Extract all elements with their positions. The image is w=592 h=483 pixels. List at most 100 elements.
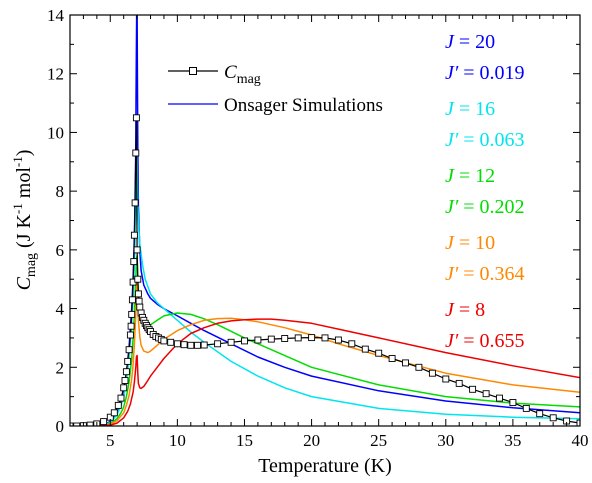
x-tick-label: 5 <box>106 431 115 450</box>
measured-point <box>86 421 94 426</box>
measured-point <box>134 290 142 298</box>
annotation-jprime-0: J′ = 0.019 <box>445 62 525 84</box>
measured-point <box>415 363 423 371</box>
measured-point <box>428 369 436 377</box>
measured-point <box>348 340 356 348</box>
measured-point <box>214 340 222 348</box>
simulation-line-3 <box>70 281 580 426</box>
annotation-jprime-1: J′ = 0.063 <box>445 129 525 151</box>
annotation-j-3: J = 10 <box>445 232 495 254</box>
measured-point <box>130 258 138 266</box>
parameter-annotations: J = 20 J′ = 0.019 J = 16 J′ = 0.063 J = 12 J′… <box>445 31 525 352</box>
annotation-j-1: J = 16 <box>445 98 495 120</box>
y-tick-label: 2 <box>56 358 65 377</box>
legend-marker-measured <box>189 67 197 75</box>
measured-point <box>241 337 248 345</box>
measured-point <box>455 379 463 387</box>
y-tick-label: 6 <box>56 241 65 260</box>
measured-point <box>375 349 383 357</box>
y-tick-label: 8 <box>56 182 65 201</box>
measured-point <box>128 310 136 318</box>
measured-point <box>402 359 409 367</box>
annotation-jprime-2: J′ = 0.202 <box>445 196 525 218</box>
annotation-j-4: J = 8 <box>445 299 485 321</box>
legend-label-measured: Cmag <box>224 62 261 87</box>
y-tick-label: 14 <box>47 6 65 25</box>
x-tick-label: 10 <box>169 431 186 450</box>
measured-point <box>70 422 74 426</box>
measured-point <box>121 377 129 384</box>
x-tick-label: 30 <box>437 431 454 450</box>
measured-point <box>124 357 132 365</box>
x-tick-label: 25 <box>370 431 387 450</box>
measured-point <box>173 340 181 348</box>
measured-point <box>509 399 517 406</box>
annotation-j-0: J = 20 <box>445 31 495 53</box>
measured-point <box>308 334 316 342</box>
measured-point <box>482 390 490 398</box>
legend: Cmag Onsager Simulations <box>168 62 383 116</box>
measured-point <box>100 418 108 426</box>
measured-point <box>442 375 450 383</box>
x-tick-label: 20 <box>303 431 320 450</box>
measured-point <box>361 345 369 353</box>
measured-point <box>120 384 128 392</box>
measured-point <box>135 297 143 305</box>
measured-point <box>180 341 188 349</box>
x-axis-title: Temperature (K) <box>258 455 392 477</box>
measured-point <box>167 338 175 346</box>
measured-point <box>388 355 396 362</box>
y-tick-label: 4 <box>56 300 65 319</box>
measured-point <box>122 368 130 376</box>
legend-label-simulations: Onsager Simulations <box>224 95 383 116</box>
measured-point <box>321 334 329 342</box>
measured-point <box>130 231 138 239</box>
measured-point <box>576 419 580 426</box>
measured-point <box>549 414 557 422</box>
measured-point <box>110 409 118 417</box>
measured-point <box>127 322 135 330</box>
measured-point <box>281 335 289 342</box>
simulation-line-4 <box>70 318 580 426</box>
x-tick-label: 15 <box>236 431 253 450</box>
y-axis-ticks: 0 2 4 6 8 10 12 14 <box>47 6 580 436</box>
measured-point <box>126 331 134 339</box>
measured-point <box>125 346 133 354</box>
measured-point <box>160 337 168 345</box>
annotation-jprime-4: J′ = 0.655 <box>445 330 525 352</box>
measured-point <box>136 303 144 311</box>
annotation-jprime-3: J′ = 0.364 <box>445 263 525 285</box>
measured-series <box>70 114 580 426</box>
measured-point <box>194 341 201 349</box>
x-tick-label: 35 <box>504 431 521 450</box>
y-tick-label: 0 <box>56 417 65 436</box>
measured-point <box>114 401 122 409</box>
legend-entry-simulations: Onsager Simulations <box>168 95 383 116</box>
y-tick-label: 12 <box>47 65 64 84</box>
measured-point <box>134 275 142 283</box>
annotation-j-2: J = 12 <box>445 165 495 187</box>
measured-point <box>227 338 235 346</box>
measured-point <box>131 199 139 207</box>
measured-point <box>254 336 262 344</box>
x-tick-label: 40 <box>572 431 589 450</box>
measured-point <box>128 296 136 304</box>
measured-point <box>496 394 503 402</box>
x-axis-ticks: 5 10 15 20 25 30 35 40 <box>69 15 589 450</box>
measured-point <box>334 336 342 344</box>
measured-point <box>187 341 195 349</box>
y-tick-label: 10 <box>47 123 64 142</box>
measured-point <box>536 410 544 418</box>
measured-point <box>117 394 125 402</box>
measured-point <box>133 246 141 254</box>
legend-entry-measured: Cmag <box>168 62 261 87</box>
measured-point <box>294 334 302 342</box>
y-axis-title: Cmag (J K-1 mol-1) <box>10 150 39 291</box>
measured-point <box>73 422 81 426</box>
measured-point <box>267 335 275 343</box>
measured-point <box>522 404 530 412</box>
measured-point <box>132 149 140 157</box>
measured-point <box>132 114 140 122</box>
measured-point <box>200 341 208 349</box>
